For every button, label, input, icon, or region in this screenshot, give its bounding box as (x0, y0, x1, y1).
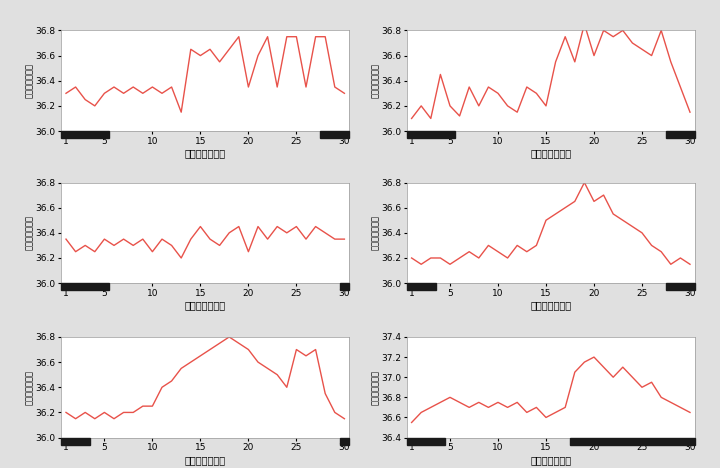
Y-axis label: 基礎体温（度）: 基礎体温（度） (25, 370, 34, 405)
Y-axis label: 基礎体温（度）: 基礎体温（度） (371, 215, 379, 250)
Bar (61, 283, 109, 290)
X-axis label: 月経周期（日）: 月経周期（日） (184, 148, 226, 158)
Y-axis label: 基礎体温（度）: 基礎体温（度） (25, 215, 34, 250)
Bar (340, 283, 349, 290)
X-axis label: 月経周期（日）: 月経周期（日） (530, 148, 572, 158)
Bar (340, 438, 349, 445)
Bar (570, 438, 695, 445)
Bar (61, 438, 90, 445)
X-axis label: 月経周期（日）: 月経周期（日） (184, 455, 226, 465)
Y-axis label: 基礎体温（度）: 基礎体温（度） (371, 63, 379, 98)
Bar (666, 131, 695, 138)
Bar (666, 283, 695, 290)
Y-axis label: 基礎体温（度）: 基礎体温（度） (25, 63, 34, 98)
Bar (407, 438, 445, 445)
X-axis label: 月経周期（日）: 月経周期（日） (530, 300, 572, 310)
Bar (320, 131, 349, 138)
Bar (61, 131, 109, 138)
Bar (407, 131, 455, 138)
Bar (407, 283, 436, 290)
Y-axis label: 基礎体温（度）: 基礎体温（度） (371, 370, 379, 405)
X-axis label: 月経周期（日）: 月経周期（日） (184, 300, 226, 310)
X-axis label: 月経周期（日）: 月経周期（日） (530, 455, 572, 465)
